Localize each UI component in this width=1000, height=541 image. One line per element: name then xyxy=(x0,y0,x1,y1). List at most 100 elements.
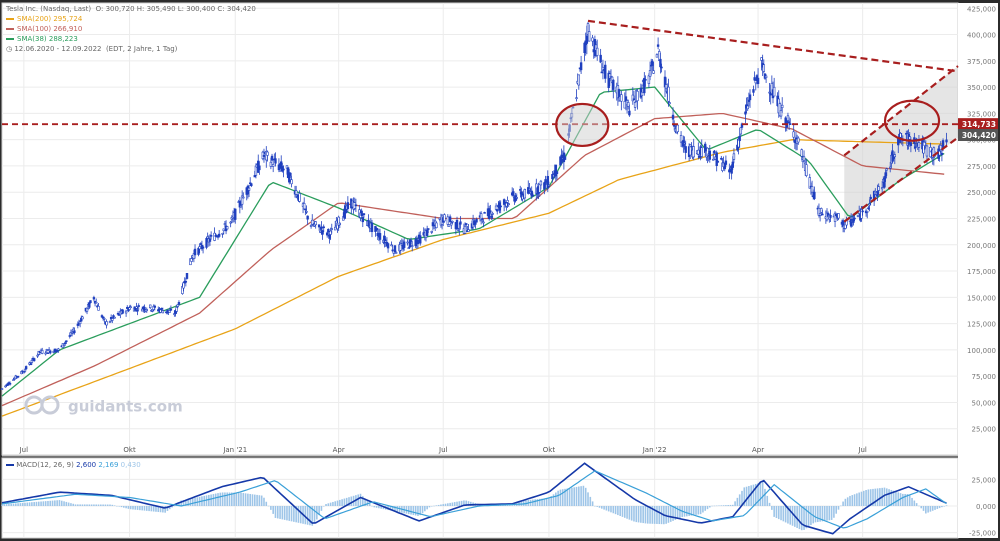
macd-histogram-bar xyxy=(614,506,617,515)
macd-histogram-bar xyxy=(534,499,536,506)
macd-histogram-bar xyxy=(702,506,704,513)
macd-legend-v3: 0,430 xyxy=(120,461,141,469)
macd-histogram-bar xyxy=(343,498,346,506)
macd-histogram-bar xyxy=(104,504,107,506)
macd-histogram-bar xyxy=(361,496,364,506)
macd-histogram-bar xyxy=(65,501,68,506)
macd-histogram-bar xyxy=(743,487,746,506)
candles-group xyxy=(0,21,948,390)
macd-histogram-bar xyxy=(31,502,33,506)
legend-sma100-row: SMA(100) 266,910 xyxy=(6,24,256,34)
macd-histogram-bar xyxy=(550,496,553,506)
candle-body xyxy=(800,149,803,157)
candle-body xyxy=(57,348,60,351)
candle-body xyxy=(105,321,108,326)
candle-body xyxy=(925,145,929,157)
candle-body xyxy=(394,252,398,254)
candle-body xyxy=(330,228,333,230)
legend-sma100-value: 266,910 xyxy=(53,25,83,33)
macd-histogram-bar xyxy=(925,506,927,514)
candle-body xyxy=(16,375,20,378)
macd-histogram-bar xyxy=(559,489,562,506)
y-tick-label: 400,000 xyxy=(967,32,996,40)
candle-body xyxy=(604,64,607,79)
candle-body xyxy=(97,306,100,311)
candle-body xyxy=(852,219,855,223)
macd-histogram-bar xyxy=(56,500,58,506)
candle-body xyxy=(427,228,430,230)
candle-body xyxy=(253,175,256,178)
candle-body xyxy=(182,282,185,289)
candle-body xyxy=(671,114,675,120)
macd-histogram-bar xyxy=(798,506,801,530)
candle-body xyxy=(213,232,216,241)
candle-body xyxy=(8,382,12,385)
macd-histogram-bar xyxy=(42,501,45,506)
macd-histogram-bar xyxy=(812,506,815,524)
macd-histogram-bar xyxy=(63,501,65,506)
candle-body xyxy=(600,71,603,74)
candle-body xyxy=(837,213,840,219)
y-tick-label: 250,000 xyxy=(967,189,996,197)
macd-histogram-bar xyxy=(752,484,755,506)
candle-body xyxy=(319,230,322,233)
macd-histogram-bar xyxy=(653,506,656,524)
macd-histogram-bar xyxy=(265,501,268,506)
macd-histogram-bar xyxy=(676,506,679,519)
sma100-swatch-icon xyxy=(6,28,14,30)
candle-body xyxy=(89,300,92,304)
macd-histogram-bar xyxy=(74,504,77,506)
candle-body xyxy=(712,158,715,161)
macd-histogram-bar xyxy=(545,498,548,506)
macd-histogram-bar xyxy=(920,506,923,509)
macd-histogram-bar xyxy=(304,506,307,525)
macd-histogram-bar xyxy=(221,492,224,506)
macd-histogram-bar xyxy=(784,506,787,523)
macd-histogram-bar xyxy=(904,493,906,506)
macd-histogram-bar xyxy=(600,506,603,509)
x-tick-label: Apr xyxy=(752,446,764,454)
candle-body xyxy=(451,220,454,223)
candle-body xyxy=(175,306,178,312)
candle-body xyxy=(676,124,679,133)
macd-histogram-bar xyxy=(407,506,410,515)
macd-histogram-bar xyxy=(828,506,831,521)
macd-histogram-bar xyxy=(334,501,337,506)
macd-histogram-bar xyxy=(187,499,189,506)
candle-body xyxy=(346,202,350,210)
macd-histogram-bar xyxy=(109,504,111,506)
candle-body xyxy=(159,309,162,313)
macd-histogram-bar xyxy=(102,504,104,506)
macd-histogram-bar xyxy=(224,492,226,506)
candle-body xyxy=(229,221,232,224)
resistance-price-tag: 314,733 xyxy=(962,120,996,129)
macd-histogram-bar xyxy=(51,500,54,506)
legend-sma200-value: 295,724 xyxy=(53,15,83,23)
macd-histogram-bar xyxy=(640,506,642,523)
candle-body xyxy=(487,208,491,219)
macd-histogram-bar xyxy=(722,505,725,506)
macd-histogram-bar xyxy=(178,502,180,506)
macd-histogram-bar xyxy=(773,506,775,517)
candle-body xyxy=(523,189,527,199)
macd-histogram-bar xyxy=(263,497,265,506)
candle-body xyxy=(311,219,314,225)
candle-body xyxy=(491,213,494,215)
candle-body xyxy=(744,111,747,115)
macd-histogram-bar xyxy=(669,506,672,522)
macd-histogram-bar xyxy=(173,505,176,507)
macd-histogram-bar xyxy=(396,506,399,512)
macd-histogram-bar xyxy=(591,501,594,506)
macd-histogram-bar xyxy=(908,495,911,506)
watermark: guidants.com xyxy=(24,395,183,419)
macd-histogram-bar xyxy=(759,482,762,506)
candle-body xyxy=(49,350,52,354)
candle-body xyxy=(367,219,370,227)
candle-body xyxy=(880,187,884,190)
macd-histogram-bar xyxy=(272,506,274,514)
candle-body xyxy=(512,191,515,196)
macd-histogram-bar xyxy=(557,490,559,506)
macd-histogram-bar xyxy=(628,506,631,520)
macd-histogram-bar xyxy=(19,503,22,506)
candle-body xyxy=(399,243,402,251)
